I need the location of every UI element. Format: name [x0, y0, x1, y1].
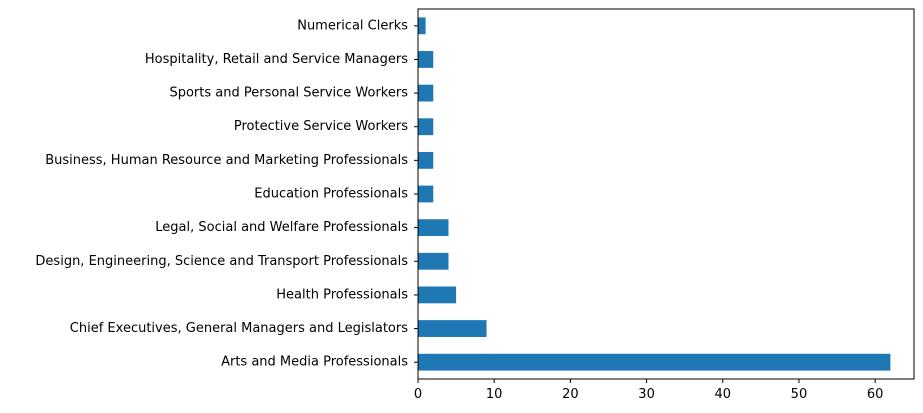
- bar: [418, 219, 449, 237]
- y-tick-label: Hospitality, Retail and Service Managers: [145, 52, 408, 67]
- plot-frame: [417, 8, 915, 380]
- y-tick-label: Business, Human Resource and Marketing P…: [45, 153, 408, 168]
- bar: [418, 185, 434, 203]
- x-axis-ticks: 0 10 20 30 40 50 60: [414, 379, 884, 402]
- bar: [418, 84, 434, 102]
- bar: [418, 286, 457, 304]
- y-axis-ticks: Arts and Media Professionals Chief Execut…: [35, 18, 418, 370]
- bar: [418, 51, 434, 68]
- x-tick-label: 20: [562, 387, 579, 402]
- bar: [418, 151, 434, 169]
- bars-group: [418, 17, 891, 371]
- y-tick-label: Legal, Social and Welfare Professionals: [155, 220, 408, 235]
- y-tick-label: Arts and Media Professionals: [221, 355, 408, 370]
- bar: [418, 320, 487, 337]
- bar: [418, 17, 426, 35]
- y-tick-label: Sports and Personal Service Workers: [169, 86, 408, 101]
- y-tick-label: Health Professionals: [276, 287, 408, 302]
- y-tick-label: Chief Executives, General Managers and L…: [70, 321, 408, 336]
- x-tick-label: 60: [867, 387, 884, 402]
- bar: [418, 353, 891, 371]
- y-tick-label: Protective Service Workers: [234, 119, 408, 134]
- y-tick-label: Design, Engineering, Science and Transpo…: [35, 254, 408, 269]
- bar: [418, 252, 449, 270]
- x-tick-label: 0: [414, 387, 422, 402]
- x-tick-label: 50: [791, 387, 808, 402]
- x-tick-label: 40: [714, 387, 731, 402]
- y-tick-label: Education Professionals: [254, 187, 408, 202]
- bar: [418, 118, 434, 136]
- y-tick-label: Numerical Clerks: [297, 18, 408, 33]
- x-tick-label: 10: [486, 387, 503, 402]
- x-tick-label: 30: [638, 387, 655, 402]
